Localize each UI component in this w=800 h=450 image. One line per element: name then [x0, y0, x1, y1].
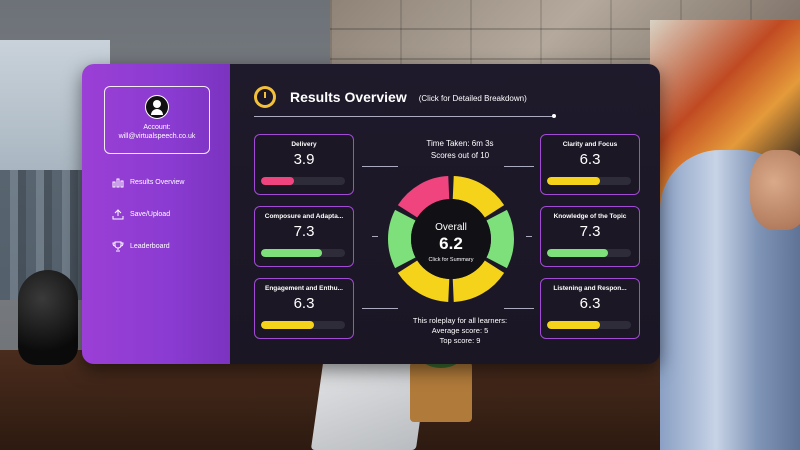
score-bar — [261, 249, 345, 257]
account-email: will@virtualspeech.co.uk — [118, 133, 196, 140]
card-title: Engagement and Enthu... — [264, 285, 343, 292]
potted-plant — [410, 342, 472, 422]
avatar-person-head — [750, 150, 800, 230]
score-bar — [547, 177, 631, 185]
connector-line — [362, 308, 398, 309]
scores-out-of: Scores out of 10 — [430, 151, 490, 160]
results-panel: Account: will@virtualspeech.co.uk Result… — [82, 64, 660, 364]
user-avatar-icon — [145, 95, 169, 119]
account-label: Account: — [143, 124, 171, 131]
top-score: Top score: 9 — [439, 336, 481, 345]
sidebar: Account: will@virtualspeech.co.uk Result… — [82, 64, 230, 364]
score-bar — [547, 321, 631, 329]
donut-segment — [388, 209, 416, 269]
time-summary: Time Taken: 6m 3s Scores out of 10 — [390, 138, 530, 162]
donut-segment — [486, 209, 514, 269]
connector-line — [526, 236, 532, 237]
card-title: Listening and Respon... — [553, 285, 627, 292]
time-taken: Time Taken: 6m 3s — [426, 139, 494, 148]
score-bar — [261, 177, 345, 185]
overall-score: 6.2 — [439, 233, 463, 253]
overall-donut[interactable]: Overall 6.2 Click for Summary — [386, 174, 516, 304]
stopwatch-icon — [254, 86, 276, 108]
donut-segment — [397, 176, 450, 218]
summary-link[interactable]: Click for Summary — [428, 256, 474, 263]
learner-stats: This roleplay for all learners: Average … — [380, 316, 540, 346]
black-vase — [18, 270, 78, 365]
card-value: 7.3 — [293, 223, 315, 240]
main-content: Results Overview (Click for Detailed Bre… — [230, 64, 660, 364]
score-bar-fill — [547, 249, 609, 257]
score-bar-fill — [547, 321, 600, 329]
score-bar-fill — [261, 321, 314, 329]
score-card-engagement[interactable]: Engagement and Enthu... 6.3 — [254, 278, 354, 339]
card-value: 6.3 — [579, 295, 601, 312]
card-value: 6.3 — [293, 295, 315, 312]
score-card-listening[interactable]: Listening and Respon... 6.3 — [540, 278, 640, 339]
card-title: Knowledge of the Topic — [553, 213, 627, 220]
page-title: Results Overview — [290, 89, 407, 105]
nav-leaderboard[interactable]: Leaderboard — [112, 240, 184, 252]
overall-label: Overall — [435, 221, 467, 233]
learner-stats-title: This roleplay for all learners: — [412, 316, 508, 325]
donut-segment — [452, 176, 505, 218]
card-title: Delivery — [291, 141, 317, 148]
nav-label: Save/Upload — [130, 210, 171, 218]
card-value: 3.9 — [293, 151, 315, 168]
sidebar-nav: Results Overview Save/Upload Leaderboard — [112, 176, 184, 272]
connector-line — [362, 166, 398, 167]
score-bar-fill — [261, 177, 294, 185]
bar-chart-icon — [112, 178, 124, 187]
trophy-icon — [112, 241, 124, 251]
score-card-delivery[interactable]: Delivery 3.9 — [254, 134, 354, 195]
account-box[interactable]: Account: will@virtualspeech.co.uk — [104, 86, 210, 154]
detailed-breakdown-link[interactable]: (Click for Detailed Breakdown) — [418, 94, 527, 103]
nav-results-overview[interactable]: Results Overview — [112, 176, 184, 188]
overall-donut-chart — [388, 176, 514, 302]
connector-line — [504, 308, 534, 309]
upload-icon — [112, 208, 124, 219]
donut-center: Overall 6.2 Click for Summary — [386, 174, 516, 304]
donut-segment — [452, 260, 505, 302]
connector-line — [504, 166, 534, 167]
header-divider-dot — [552, 114, 556, 118]
score-bar — [547, 249, 631, 257]
card-value: 7.3 — [579, 223, 601, 240]
card-value: 6.3 — [579, 151, 601, 168]
score-bar-fill — [547, 177, 600, 185]
average-score: Average score: 5 — [431, 326, 489, 335]
nav-save-upload[interactable]: Save/Upload — [112, 208, 184, 220]
score-bar-fill — [261, 249, 323, 257]
nav-label: Leaderboard — [130, 242, 170, 250]
score-card-clarity[interactable]: Clarity and Focus 6.3 — [540, 134, 640, 195]
score-card-composure[interactable]: Composure and Adapta... 7.3 — [254, 206, 354, 267]
nav-label: Results Overview — [130, 178, 185, 186]
donut-segment — [397, 260, 450, 302]
score-card-knowledge[interactable]: Knowledge of the Topic 7.3 — [540, 206, 640, 267]
card-title: Composure and Adapta... — [264, 213, 344, 220]
connector-line — [372, 236, 378, 237]
card-title: Clarity and Focus — [562, 141, 618, 148]
results-header[interactable]: Results Overview (Click for Detailed Bre… — [254, 86, 527, 108]
score-bar — [261, 321, 345, 329]
header-divider — [254, 116, 554, 117]
